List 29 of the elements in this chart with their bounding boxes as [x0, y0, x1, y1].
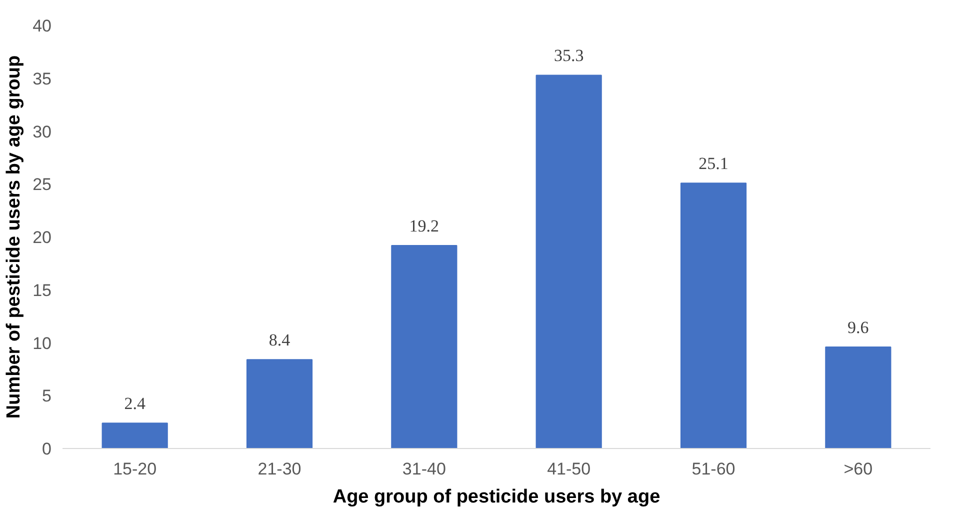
data-label: 9.6: [848, 318, 869, 337]
data-label: 2.4: [124, 394, 146, 414]
x-tick-label: 15-20: [113, 460, 157, 478]
x-tick-label: 31-40: [402, 460, 446, 478]
y-tick-label: 15: [32, 280, 52, 300]
y-tick-label: 10: [32, 334, 52, 353]
y-axis-title: Number of pesticide users by age group: [4, 55, 25, 419]
y-tick-label: 0: [42, 440, 52, 458]
y-tick-label: 5: [42, 386, 52, 406]
x-tick-label: 41-50: [547, 460, 591, 478]
x-tick-label: >60: [844, 460, 873, 478]
data-label: 25.1: [698, 154, 728, 174]
x-tick-label: 21-30: [258, 460, 302, 478]
y-tick-label: 30: [32, 122, 52, 142]
y-tick-label: 20: [32, 228, 52, 247]
bar: [102, 422, 168, 448]
data-label: 8.4: [268, 330, 291, 350]
x-axis-title: Age group of pesticide users by age: [332, 486, 660, 508]
y-tick-label: 35: [32, 69, 52, 88]
data-label: 19.2: [409, 216, 440, 236]
data-label: 35.3: [554, 46, 584, 66]
x-tick-label: 51-60: [692, 460, 736, 478]
y-tick-label: 40: [32, 16, 52, 36]
bar: [391, 244, 458, 448]
y-tick-label: 25: [32, 175, 52, 194]
bar: [536, 74, 602, 448]
bar: [825, 346, 892, 448]
bar: [680, 182, 747, 448]
bar: [246, 359, 313, 448]
